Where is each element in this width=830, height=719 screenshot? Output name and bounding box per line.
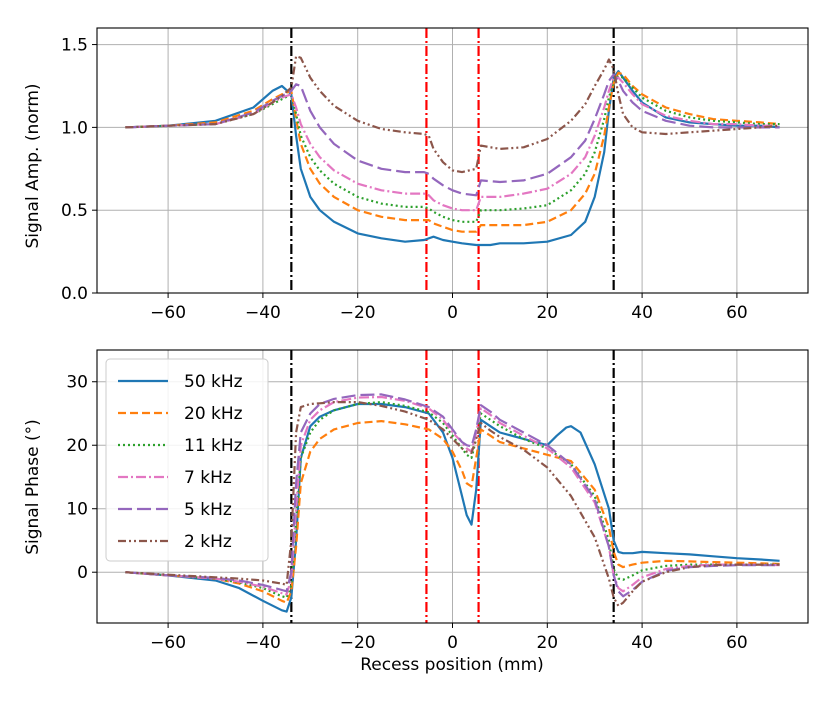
legend-label: 2 kHz <box>184 532 232 552</box>
y-tick-label: 1.5 <box>61 36 88 56</box>
phase-y-axis-label: Signal Phase (°) <box>23 419 43 555</box>
series-line-5-khz <box>125 393 780 598</box>
series-line-11-khz <box>125 401 780 599</box>
x-tick-label: 0 <box>447 633 458 653</box>
amplitude-y-ticks: 0.0 0.5 1.0 1.5 <box>61 36 97 304</box>
legend-label: 5 kHz <box>184 500 232 520</box>
legend-label: 50 kHz <box>184 372 243 392</box>
amplitude-panel: −60 −40 −20 0 20 40 60 0.0 0.5 1.0 1.5 Signal Amp… <box>23 27 809 323</box>
series-line-5-khz <box>125 73 780 197</box>
amplitude-x-ticks: −60 −40 −20 0 20 40 60 <box>150 293 748 323</box>
legend-box <box>105 358 269 562</box>
y-tick-label: 0.0 <box>61 284 88 304</box>
y-tick-label: 10 <box>66 500 88 520</box>
series-line-50-khz <box>125 402 780 613</box>
legend-label: 11 kHz <box>184 436 243 456</box>
legend: 50 kHz 20 kHz 11 kHz 7 kHz 5 kHz 2 kHz <box>105 358 269 562</box>
x-tick-label: −20 <box>340 633 376 653</box>
y-tick-label: 1.0 <box>61 118 88 138</box>
phase-boundary-lines <box>290 350 615 623</box>
amplitude-grid <box>97 28 808 294</box>
x-tick-label: 20 <box>536 633 558 653</box>
amplitude-series <box>125 55 780 247</box>
series-line-7-khz <box>125 76 780 212</box>
y-tick-label: 0 <box>77 563 88 583</box>
x-tick-label: −40 <box>245 303 281 323</box>
x-tick-label: −40 <box>245 633 281 653</box>
x-tick-label: 0 <box>447 303 458 323</box>
y-tick-label: 20 <box>66 436 88 456</box>
phase-panel: −60 −40 −20 0 20 40 60 0 10 20 30 Signal Phase (°… <box>23 349 809 675</box>
x-tick-label: 20 <box>536 303 558 323</box>
x-tick-label: −60 <box>150 633 186 653</box>
phase-series <box>125 393 780 613</box>
x-tick-label: 60 <box>726 633 748 653</box>
series-line-11-khz <box>125 74 780 223</box>
x-tick-label: 40 <box>631 633 653 653</box>
phase-x-axis-label: Recess position (mm) <box>360 655 544 675</box>
series-line-50-khz <box>125 69 780 247</box>
x-tick-label: 60 <box>726 303 748 323</box>
phase-x-ticks: −60 −40 −20 0 20 40 60 <box>150 623 748 653</box>
x-tick-label: 40 <box>631 303 653 323</box>
phase-y-ticks: 0 10 20 30 <box>66 373 97 583</box>
series-line-7-khz <box>125 395 780 596</box>
series-line-20-khz <box>125 420 780 604</box>
y-tick-label: 30 <box>66 373 88 393</box>
amplitude-y-axis-label: Signal Amp. (norm) <box>23 83 43 248</box>
x-tick-label: −20 <box>340 303 376 323</box>
x-tick-label: −60 <box>150 303 186 323</box>
y-tick-label: 0.5 <box>61 201 88 221</box>
series-line-20-khz <box>125 71 780 233</box>
legend-label: 20 kHz <box>184 404 243 424</box>
legend-label: 7 kHz <box>184 468 232 488</box>
series-line-2-khz <box>125 55 780 174</box>
